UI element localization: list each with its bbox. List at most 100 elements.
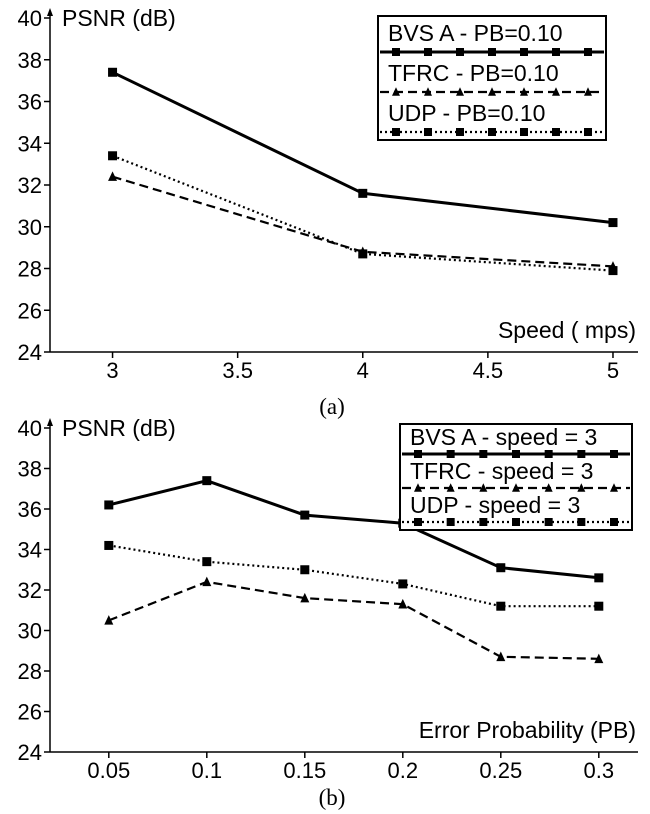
x-tick-label: 5 xyxy=(607,358,619,383)
legend-marker xyxy=(488,128,496,136)
y-tick-label: 40 xyxy=(18,6,42,31)
y-tick-label: 24 xyxy=(18,740,42,765)
y-tick-label: 38 xyxy=(18,48,42,73)
legend-marker xyxy=(512,450,520,458)
legend-marker xyxy=(520,128,528,136)
series-solid xyxy=(108,67,618,228)
series-dashed xyxy=(104,576,604,664)
series-line xyxy=(108,479,599,580)
y-tick-label: 26 xyxy=(18,298,42,323)
legend-marker xyxy=(488,87,496,96)
legend-marker xyxy=(577,450,586,458)
legend-marker xyxy=(610,450,618,458)
x-axis-label: Error Probability (PB) xyxy=(419,717,636,743)
y-tick-label: 36 xyxy=(18,90,42,115)
data-point xyxy=(608,266,618,276)
x-tick-label: 4.5 xyxy=(473,358,504,383)
x-tick-label: 0.3 xyxy=(584,758,615,783)
legend-marker xyxy=(424,48,432,56)
data-point xyxy=(202,557,212,567)
legend-marker xyxy=(584,128,592,136)
legend-marker xyxy=(446,450,455,458)
legend-box xyxy=(399,423,633,531)
legend-marker xyxy=(577,483,586,492)
legend-marker xyxy=(456,128,464,136)
data-point xyxy=(300,510,310,520)
legend-marker xyxy=(456,87,464,96)
series-line xyxy=(112,175,614,268)
y-tick-label: 40 xyxy=(18,416,42,441)
data-point xyxy=(496,563,506,573)
legend: BVS A - PB=0.10 TFRC - PB=0.10 UDP - PB=0.… xyxy=(377,15,607,141)
y-tick-label: 30 xyxy=(18,619,42,644)
data-point xyxy=(496,601,506,611)
x-tick-label: 4 xyxy=(357,358,369,383)
y-tick-label: 28 xyxy=(18,257,42,282)
legend-marker xyxy=(446,483,455,492)
data-point xyxy=(398,598,408,609)
series-line xyxy=(108,580,599,660)
x-tick-label: 0.2 xyxy=(388,758,419,783)
y-tick-label: 36 xyxy=(18,497,42,522)
data-point xyxy=(202,576,212,587)
x-tick-label: 3.5 xyxy=(222,358,253,383)
legend-marker xyxy=(446,518,455,526)
data-point xyxy=(594,601,604,611)
y-tick-label: 34 xyxy=(18,538,42,563)
series-dotted xyxy=(104,540,604,611)
data-point xyxy=(358,249,368,259)
y-tick-label: 30 xyxy=(18,215,42,240)
legend-label: UDP - PB=0.10 xyxy=(388,100,545,126)
chart-panel-b: 24 26 28 30 32 34 36 38 40 0.05 0.1 0.15 0.2 0.25 0.3 P… xyxy=(18,415,638,810)
x-axis-label: Speed ( mps) xyxy=(498,317,636,343)
x-tick-label: 0.25 xyxy=(479,758,522,783)
panel-caption: (a) xyxy=(319,394,345,419)
legend-marker xyxy=(414,518,422,526)
legend-marker xyxy=(392,128,400,136)
y-tick-label: 32 xyxy=(18,173,42,198)
legend-marker xyxy=(479,450,488,458)
legend-marker xyxy=(544,483,553,492)
data-point xyxy=(496,651,506,662)
panel-caption: (b) xyxy=(319,785,346,810)
data-point xyxy=(608,218,618,228)
x-tick-label: 0.1 xyxy=(192,758,223,783)
legend-marker xyxy=(392,48,400,56)
x-tick-label: 0.05 xyxy=(87,758,130,783)
legend-label: BVS A - PB=0.10 xyxy=(388,20,563,46)
y-tick-label: 26 xyxy=(18,700,42,725)
y-axis-label: PSNR (dB) xyxy=(62,5,176,31)
series-line xyxy=(112,154,614,272)
data-point xyxy=(594,653,604,664)
legend-marker xyxy=(424,128,432,136)
data-point xyxy=(202,476,212,486)
legend-marker xyxy=(584,48,592,56)
legend-marker xyxy=(479,483,488,492)
legend-label: BVS A - speed = 3 xyxy=(410,424,597,450)
legend-marker xyxy=(392,87,400,96)
y-tick-label: 24 xyxy=(18,340,42,365)
y-axis-arrow xyxy=(47,8,53,16)
legend-box xyxy=(377,15,607,141)
data-point xyxy=(104,540,114,550)
y-axis-arrow xyxy=(47,418,53,426)
legend-label: UDP - speed = 3 xyxy=(410,492,580,518)
data-point xyxy=(108,67,118,77)
x-tick-label: 3 xyxy=(106,358,118,383)
legend-marker xyxy=(488,48,496,56)
legend-marker xyxy=(479,518,488,526)
legend-marker xyxy=(512,518,520,526)
legend: BVS A - speed = 3 TFRC - speed = 3 UDP - s… xyxy=(399,423,633,531)
chart-panel-a: 24 26 28 30 32 34 36 38 40 3 3.5 4 4.5 5 PSNR (dB) Spee… xyxy=(18,5,638,419)
x-tick-label: 0.15 xyxy=(283,758,326,783)
legend-marker xyxy=(414,450,422,458)
y-tick-label: 28 xyxy=(18,659,42,684)
data-point xyxy=(104,615,114,625)
legend-marker xyxy=(414,483,422,492)
legend-marker xyxy=(544,450,553,458)
data-point xyxy=(358,188,368,198)
data-point xyxy=(108,151,118,161)
legend-marker xyxy=(577,518,586,526)
data-point xyxy=(104,500,114,510)
